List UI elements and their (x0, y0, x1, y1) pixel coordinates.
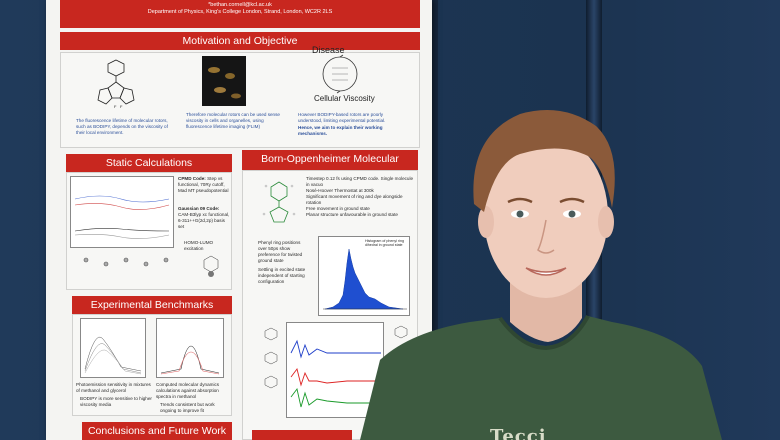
benchmarks-left-bullet: BODIPY is more sensitive to higher visco… (80, 396, 152, 407)
svg-text:F: F (114, 104, 117, 109)
bomd-bullet: Free movement in ground state (306, 206, 370, 211)
static-title: Static Calculations (66, 154, 232, 172)
poster-red-band (252, 430, 352, 440)
benchmarks-left-caption: Photoemission sensitivity in mixtures of… (76, 382, 151, 393)
conclusions-title: Conclusions and Future Work (82, 422, 232, 440)
hair (473, 110, 615, 212)
benchmarks-title: Experimental Benchmarks (72, 296, 232, 314)
motivation-col3-text: However BODIPY-based rotors are poorly u… (298, 112, 386, 123)
gaussian-desc: CAM-B3lyp xc functional, 6-311++G(2d,2p)… (178, 212, 230, 229)
cpmd-desc: Step vs functional, 70Ry cutoff, Mad MT … (178, 176, 229, 193)
homo-lumo-text: HOMO-LUMO excitation (184, 240, 214, 251)
bomd-bullets: Timestep 0.12 fs using CPMD code. Single… (306, 176, 416, 218)
person-photo (360, 110, 722, 440)
trajectory-plot (286, 322, 384, 418)
bomd-bullet: Timestep 0.12 fs using CPMD code. Single… (306, 176, 414, 187)
motivation-title: Motivation and Objective (60, 32, 420, 50)
bomd-bullet: Nosé-Hoover Thermostat at 300k (306, 188, 374, 193)
diagram-viscosity-label: Cellular Viscosity (314, 94, 375, 103)
flim-image (202, 56, 246, 106)
dihedral-histogram: Histogram of phenyl ring dihedral in gro… (318, 236, 410, 316)
phenyl-bullet: Settling in excited state independent of… (258, 267, 306, 284)
benchmarks-right-caption: Computed molecular dynamics calculations… (156, 382, 220, 399)
green-shirt (360, 316, 722, 440)
board-edge (432, 0, 438, 440)
cpmd-label: CPMD Code: (178, 176, 206, 181)
orbital-structure (203, 255, 219, 277)
cpmd-code-text: CPMD Code: Step vs functional, 70Ry cuto… (178, 176, 230, 194)
phenyl-bullets: Phenyl ring positions over 50ps show pre… (258, 240, 308, 285)
emission-spectra-plot (80, 318, 146, 378)
rotamer-structures (83, 257, 169, 267)
face (484, 134, 608, 298)
md-snapshot-molecule (262, 181, 296, 223)
poster-header: *bethan.cornell@kcl.ac.uk Department of … (60, 0, 420, 28)
md-frame-molecules (264, 327, 278, 389)
motivation-col1-text: The fluorescence lifetime of molecular r… (76, 118, 168, 135)
phenyl-bullet: Phenyl ring positions over 50ps show pre… (258, 240, 303, 263)
gaussian-code-text: Gaussian 09 Code: CAM-B3lyp xc functiona… (178, 206, 230, 230)
gaussian-label: Gaussian 09 Code: (178, 206, 220, 211)
poster-affiliation: Department of Physics, King's College Lo… (147, 9, 333, 15)
poster-email: *bethan.cornell@kcl.ac.uk (208, 2, 272, 8)
motivation-col2-text: Therefore molecular rotors can be used s… (186, 112, 280, 129)
absorption-spectra-plot (156, 318, 224, 378)
benchmarks-right-bullet: Trends consistent but work ongoing to im… (160, 402, 215, 413)
shirt-logo-text: Tecci (490, 426, 547, 440)
histogram-title: Histogram of phenyl ring dihedral in gro… (365, 239, 404, 248)
bodipy-structure: F F (97, 59, 135, 109)
academic-poster: *bethan.cornell@kcl.ac.uk Department of … (46, 0, 432, 440)
energy-plot (70, 176, 174, 248)
viscosity-cycle-diagram (322, 54, 358, 94)
motivation-col3-highlight: Hence, we aim to explain their working m… (298, 125, 383, 136)
bomd-bullet: Significant movement of ring and dye alo… (306, 194, 403, 205)
svg-text:F: F (120, 104, 123, 109)
bomd-bullet: Planar structure unfavourable in ground … (306, 212, 398, 217)
diagram-disease-label: Disease (312, 45, 345, 55)
